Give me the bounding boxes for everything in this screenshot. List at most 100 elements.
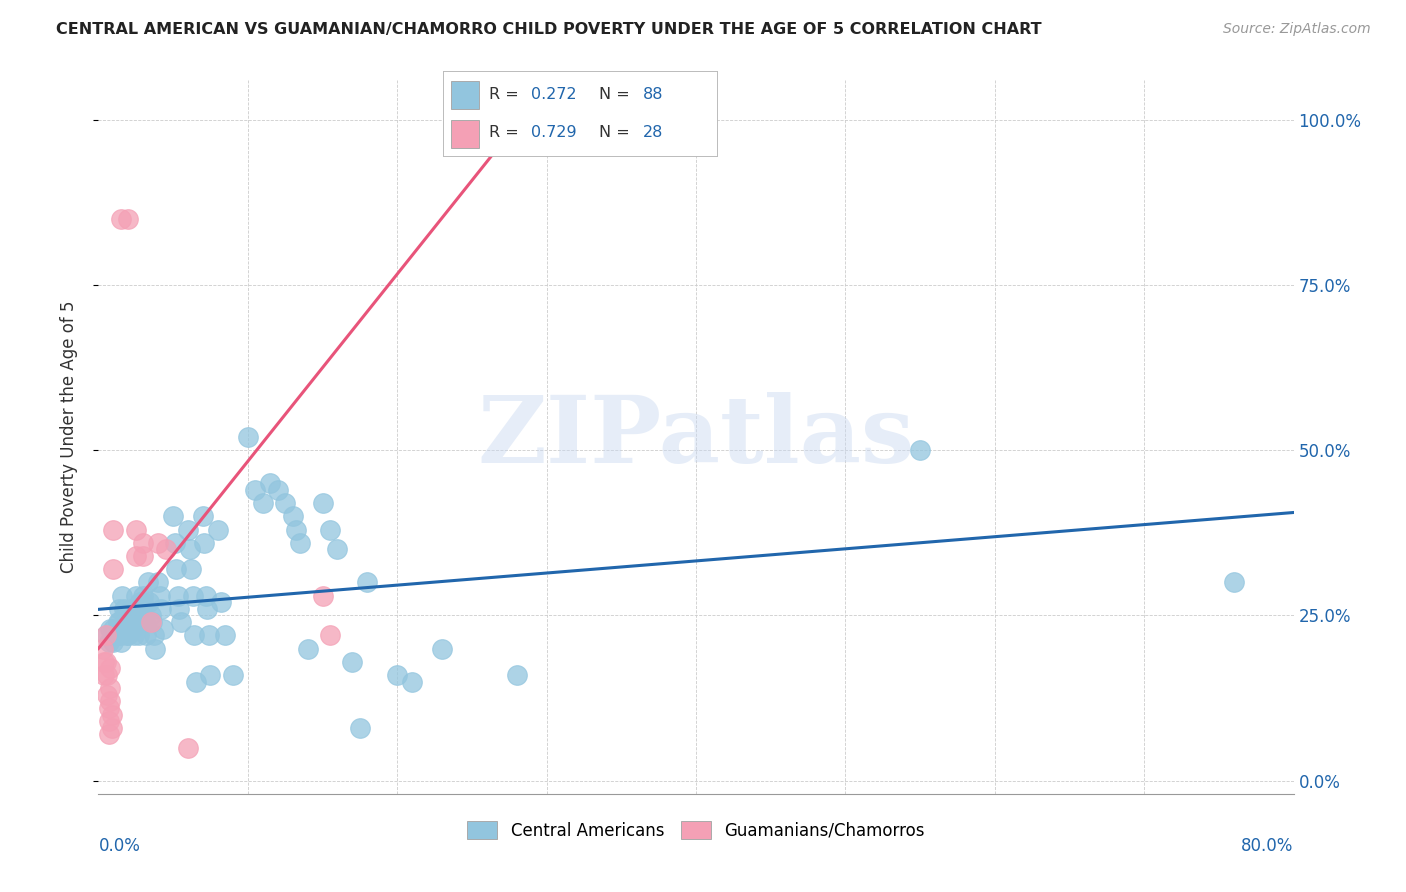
Point (125, 602, 148, 616)
Point (183, 628, 205, 642)
Point (103, 628, 125, 642)
Point (128, 628, 150, 642)
Point (267, 483, 290, 497)
Point (114, 615, 136, 629)
Point (141, 615, 163, 629)
Point (181, 589, 204, 603)
Point (136, 575, 159, 590)
Point (908, 443, 931, 458)
Point (105, 628, 128, 642)
Point (166, 589, 188, 603)
Point (98, 622, 122, 636)
Point (297, 641, 319, 656)
Point (125, 549, 148, 563)
Point (127, 615, 149, 629)
Point (107, 615, 129, 629)
Point (111, 589, 134, 603)
Point (195, 589, 218, 603)
Point (93, 668, 115, 682)
Point (101, 721, 124, 735)
Point (200, 668, 222, 682)
Point (138, 595, 160, 609)
Point (148, 536, 170, 550)
Point (245, 483, 267, 497)
Text: 80.0%: 80.0% (1241, 837, 1294, 855)
Point (193, 536, 215, 550)
Point (259, 476, 281, 491)
Point (120, 602, 142, 616)
FancyBboxPatch shape (451, 120, 478, 147)
Point (207, 523, 229, 537)
Point (319, 523, 342, 537)
Point (281, 509, 304, 524)
Point (198, 628, 221, 642)
Text: 28: 28 (643, 125, 664, 140)
Y-axis label: Child Poverty Under the Age of 5: Child Poverty Under the Age of 5 (59, 301, 77, 574)
Point (139, 615, 162, 629)
Point (132, 595, 155, 609)
Point (132, 589, 155, 603)
Point (110, 628, 132, 642)
Point (184, 674, 207, 689)
Point (177, 523, 200, 537)
Point (97, 701, 120, 715)
Point (94, 628, 117, 642)
Point (120, 615, 142, 629)
Text: CENTRAL AMERICAN VS GUAMANIAN/CHAMORRO CHILD POVERTY UNDER THE AGE OF 5 CORRELAT: CENTRAL AMERICAN VS GUAMANIAN/CHAMORRO C… (56, 22, 1042, 37)
Text: 88: 88 (643, 87, 664, 103)
Point (167, 602, 190, 616)
Point (112, 602, 135, 616)
Point (139, 608, 162, 623)
Point (197, 602, 219, 616)
Text: 0.0%: 0.0% (98, 837, 141, 855)
Point (103, 562, 125, 576)
Point (342, 655, 364, 669)
Point (385, 668, 409, 682)
Point (135, 628, 157, 642)
Point (114, 608, 136, 623)
Point (97, 727, 120, 741)
Point (311, 496, 333, 510)
Text: Source: ZipAtlas.com: Source: ZipAtlas.com (1223, 22, 1371, 37)
Point (110, 212, 132, 227)
Point (274, 496, 297, 510)
Point (98, 681, 122, 695)
Point (103, 622, 125, 636)
Point (117, 212, 139, 227)
Point (94, 628, 117, 642)
Point (1223, 575, 1246, 590)
Point (401, 674, 423, 689)
Point (110, 635, 132, 649)
Point (118, 615, 141, 629)
Text: 0.272: 0.272 (530, 87, 576, 103)
Point (169, 615, 191, 629)
Point (125, 523, 148, 537)
Point (214, 628, 236, 642)
Point (236, 430, 259, 444)
Point (506, 668, 529, 682)
Point (155, 542, 177, 557)
Point (125, 589, 148, 603)
Point (115, 628, 138, 642)
Point (311, 589, 333, 603)
Point (134, 615, 156, 629)
Point (103, 635, 125, 649)
Point (98, 694, 122, 708)
Point (96, 668, 118, 682)
Point (209, 595, 232, 609)
Point (356, 575, 378, 590)
Text: ZIPatlas: ZIPatlas (478, 392, 914, 482)
Point (97, 714, 120, 729)
Text: N =: N = (599, 87, 636, 103)
Point (349, 721, 371, 735)
Point (177, 740, 200, 755)
Point (191, 509, 214, 524)
Point (326, 542, 349, 557)
Point (101, 707, 124, 722)
Point (96, 688, 118, 702)
Point (108, 615, 131, 629)
FancyBboxPatch shape (451, 80, 478, 109)
Point (117, 622, 139, 636)
Point (97, 635, 120, 649)
Point (148, 575, 170, 590)
